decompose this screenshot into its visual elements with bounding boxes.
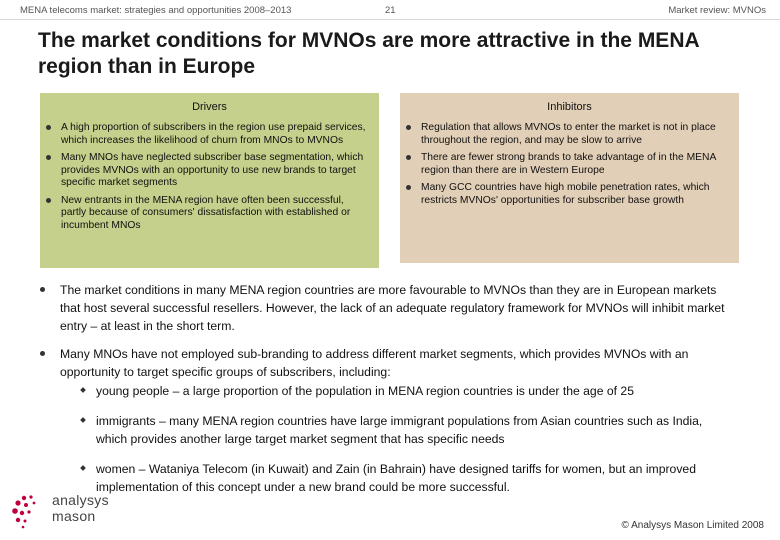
inhibitors-item-text: Many GCC countries have high mobile pene… xyxy=(421,182,710,206)
body-bullet-list: The market conditions in many MENA regio… xyxy=(38,281,738,391)
drivers-box: Drivers A high proportion of subscribers… xyxy=(40,93,379,268)
logo-dots-icon xyxy=(12,495,36,529)
drivers-item: New entrants in the MENA region have oft… xyxy=(40,195,379,233)
inhibitors-item: Regulation that allows MVNOs to enter th… xyxy=(400,122,739,147)
diamond-bullet-icon xyxy=(80,465,86,471)
body-bullet: Many MNOs have not employed sub-branding… xyxy=(38,345,738,381)
bullet-icon xyxy=(46,197,51,203)
sub-bullet: immigrants – many MENA region countries … xyxy=(78,412,718,448)
logo-wordmark: analysys mason xyxy=(52,492,109,524)
sub-bullet: women – Wataniya Telecom (in Kuwait) and… xyxy=(78,460,718,496)
bullet-icon xyxy=(46,125,51,130)
inhibitors-item: There are fewer strong brands to take ad… xyxy=(400,152,739,177)
header-section-title: Market review: MVNOs xyxy=(668,5,766,16)
sub-bullet-text: young people – a large proportion of the… xyxy=(96,384,634,398)
inhibitors-item-text: There are fewer strong brands to take ad… xyxy=(421,152,716,176)
body-bullet: The market conditions in many MENA regio… xyxy=(38,281,738,335)
slide-title: The market conditions for MVNOs are more… xyxy=(38,29,699,78)
bullet-icon xyxy=(40,287,45,292)
sub-bullet-text: women – Wataniya Telecom (in Kuwait) and… xyxy=(96,462,696,494)
header-page-number: 21 xyxy=(385,5,396,16)
copyright-footer: © Analysys Mason Limited 2008 xyxy=(621,520,764,531)
logo-line-2: mason xyxy=(52,508,96,524)
bullet-icon xyxy=(406,125,411,130)
inhibitors-item-text: Regulation that allows MVNOs to enter th… xyxy=(421,122,716,146)
inhibitors-heading: Inhibitors xyxy=(547,101,592,113)
diamond-bullet-icon xyxy=(80,387,86,393)
body-bullet-text: Many MNOs have not employed sub-branding… xyxy=(60,347,689,379)
diamond-bullet-icon xyxy=(80,417,86,423)
inhibitors-item: Many GCC countries have high mobile pene… xyxy=(400,182,739,207)
sub-bullet-list: young people – a large proportion of the… xyxy=(78,382,718,508)
drivers-list: A high proportion of subscribers in the … xyxy=(40,122,379,237)
inhibitors-box: Inhibitors Regulation that allows MVNOs … xyxy=(400,93,739,263)
bullet-icon xyxy=(406,155,411,160)
logo-line-1: analysys xyxy=(52,492,109,508)
drivers-item-text: New entrants in the MENA region have oft… xyxy=(61,194,351,231)
header-doc-title: MENA telecoms market: strategies and opp… xyxy=(20,5,292,16)
drivers-item-text: A high proportion of subscribers in the … xyxy=(61,122,366,146)
bullet-icon xyxy=(46,155,51,160)
header-divider xyxy=(0,19,780,20)
company-logo: analysys mason xyxy=(10,492,120,532)
drivers-item: Many MNOs have neglected subscriber base… xyxy=(40,152,379,190)
sub-bullet: young people – a large proportion of the… xyxy=(78,382,718,400)
bullet-icon xyxy=(406,185,411,190)
inhibitors-list: Regulation that allows MVNOs to enter th… xyxy=(400,122,739,212)
drivers-item-text: Many MNOs have neglected subscriber base… xyxy=(61,152,364,188)
sub-bullet-text: immigrants – many MENA region countries … xyxy=(96,414,703,446)
bullet-icon xyxy=(40,351,45,356)
body-bullet-text: The market conditions in many MENA regio… xyxy=(60,283,725,333)
drivers-item: A high proportion of subscribers in the … xyxy=(40,122,379,147)
drivers-heading: Drivers xyxy=(192,101,227,113)
